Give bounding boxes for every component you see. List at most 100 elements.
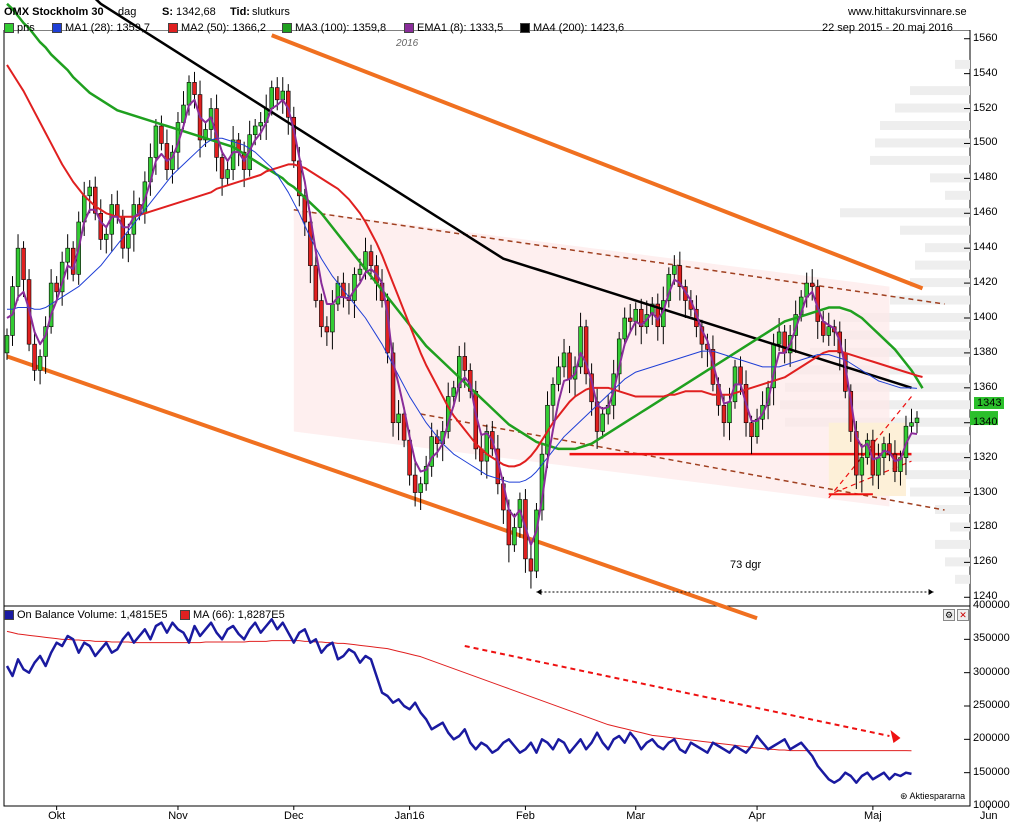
candle-body xyxy=(749,422,754,437)
close-value: 1342,68 xyxy=(176,6,216,18)
candle-body xyxy=(418,483,423,493)
candle-body xyxy=(528,558,534,572)
candle-body xyxy=(93,186,98,214)
candle-body xyxy=(269,87,274,109)
candle-body xyxy=(754,418,760,437)
candle-body xyxy=(368,251,374,266)
wedge-upper xyxy=(828,396,912,499)
candle-body xyxy=(126,233,131,249)
candle-body xyxy=(324,326,330,333)
time-value: slutkurs xyxy=(252,6,290,18)
volume-profile-bar xyxy=(945,190,970,200)
panel-settings-button[interactable]: ⚙ xyxy=(943,609,955,621)
obv-trend-arrow xyxy=(464,645,890,737)
legend-ema1: EMA1 (8): 1333,5 xyxy=(404,22,503,34)
y-tick-label: 1340 xyxy=(973,415,998,428)
candle-body xyxy=(357,268,363,275)
candle-body xyxy=(65,247,70,263)
candle-body xyxy=(727,401,732,424)
candle-body xyxy=(401,413,407,441)
volume-profile-bar xyxy=(910,86,970,96)
volume-profile-bar xyxy=(840,313,970,322)
candle-body xyxy=(423,466,429,485)
candle-body xyxy=(120,216,126,249)
candle-body xyxy=(583,326,589,375)
candle-body xyxy=(550,384,556,406)
candle-body xyxy=(275,87,280,101)
candle-body xyxy=(451,387,456,397)
candle-body xyxy=(578,326,583,368)
candle-body xyxy=(826,326,831,336)
obv-layer xyxy=(5,618,912,784)
wedge-lower xyxy=(834,460,912,494)
candle-body xyxy=(32,343,37,371)
days-label: 73 dgr xyxy=(730,559,762,571)
y-tick-label: 1300 xyxy=(973,485,998,498)
volume-profile-bar xyxy=(895,470,970,480)
date-range: 22 sep 2015 - 20 maj 2016 xyxy=(822,22,953,34)
candle-body xyxy=(115,204,120,218)
legend-swatch xyxy=(4,610,14,620)
candle-body xyxy=(390,352,396,424)
candle-body xyxy=(677,265,683,287)
obv-line xyxy=(5,618,912,784)
close-label: S: xyxy=(162,6,173,18)
candle-body xyxy=(821,321,826,336)
candle-body xyxy=(909,422,914,427)
ma2-line xyxy=(6,64,923,468)
price-tag: 1343 xyxy=(974,397,1005,409)
legend-swatch xyxy=(404,23,414,33)
candle-body xyxy=(4,335,10,354)
legend-swatch xyxy=(520,23,530,33)
legend-ma1: MA1 (28): 1359,7 xyxy=(52,22,150,34)
candle-body xyxy=(153,125,159,158)
candle-body xyxy=(225,169,230,179)
y-tick-label: 1500 xyxy=(973,136,998,149)
legend-label: MA (66): 1,8287E5 xyxy=(193,609,285,621)
y-tick-label: 1400 xyxy=(973,311,998,323)
volume-profile-bar xyxy=(910,487,970,497)
candle-body xyxy=(87,186,92,197)
obv-y-tick-label: 250000 xyxy=(973,699,1010,711)
x-tick-label: Mar xyxy=(626,810,646,822)
candle-body xyxy=(258,122,263,127)
x-tick-label: Jun xyxy=(979,810,998,822)
candle-body xyxy=(633,308,638,322)
candle-body xyxy=(170,151,175,170)
watermark-text: Aktiespararna xyxy=(909,791,966,801)
obv-y-tick-label: 200000 xyxy=(973,732,1010,745)
obv-arrow-head xyxy=(890,730,901,743)
y-tick-label: 1240 xyxy=(973,590,998,603)
y-tick-label: 1380 xyxy=(973,345,998,358)
site-url[interactable]: www.hittakursvinnare.se xyxy=(848,6,967,18)
candle-body xyxy=(164,143,170,170)
legend-obv-ma: MA (66): 1,8287E5 xyxy=(180,609,285,621)
y-tick-label: 1460 xyxy=(973,206,998,219)
lower-frame xyxy=(3,605,971,807)
candle-body xyxy=(561,352,567,368)
volume-profile-bar xyxy=(830,330,970,340)
lower-trend-line xyxy=(6,354,758,621)
candle-body xyxy=(506,509,512,546)
candle-body xyxy=(738,366,743,385)
candle-body xyxy=(21,247,26,280)
days-arrow-right xyxy=(928,589,934,596)
x-tick-label: Jan16 xyxy=(394,810,425,822)
candle-body xyxy=(219,157,225,179)
legend-label: On Balance Volume: 1,4815E5 xyxy=(17,609,168,621)
candle-body xyxy=(512,527,517,546)
obv-y-tick-label: 300000 xyxy=(973,665,1010,678)
ma4-line xyxy=(94,0,912,390)
y-tick-label: 1560 xyxy=(973,31,998,44)
legend-ma4: MA4 (200): 1423,6 xyxy=(520,22,624,34)
legend-label: MA1 (28): 1359,7 xyxy=(65,22,150,34)
watermark: ⊛ Aktiespararna xyxy=(900,791,966,801)
x-tick-label: Nov xyxy=(168,810,188,822)
candle-body xyxy=(672,265,677,275)
panel-close-button[interactable]: ✕ xyxy=(957,609,969,621)
candle-body xyxy=(892,453,898,472)
obv-y-tick-label: 150000 xyxy=(973,765,1010,778)
volume-profile-bar xyxy=(895,103,970,113)
volume-profile-bar xyxy=(935,505,970,514)
legend-label: EMA1 (8): 1333,5 xyxy=(417,22,504,34)
